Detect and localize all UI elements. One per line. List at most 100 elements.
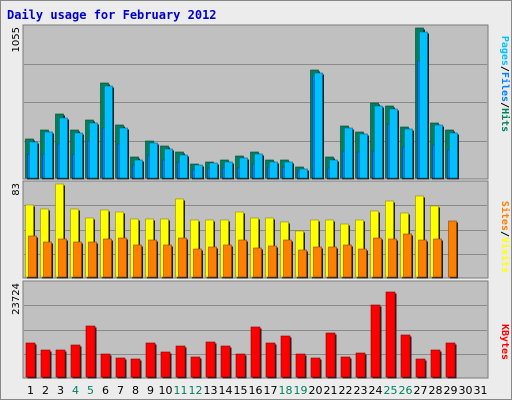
legend-part: Sites (499, 201, 511, 231)
pages-bar (419, 31, 428, 179)
pages-bar (29, 141, 38, 179)
sites-bar (208, 246, 217, 278)
pages-bar (404, 128, 413, 179)
x-tick-label: 2 (42, 384, 49, 397)
sites-bar (313, 246, 322, 278)
kbytes-bar (355, 352, 366, 378)
kbytes-bar (100, 353, 111, 378)
x-tick-label: 29 (444, 384, 458, 397)
kbytes-bar (280, 335, 291, 378)
kbytes-bar (265, 342, 276, 378)
legend-kbytes: KBytes (499, 324, 510, 360)
x-tick-label: 10 (159, 384, 173, 397)
pages-bar (314, 72, 323, 179)
x-tick-label: 14 (219, 384, 233, 397)
x-tick-label: 16 (249, 384, 263, 397)
x-tick-label: 31 (474, 384, 488, 397)
kbytes-bar (175, 345, 186, 378)
sites-bar (433, 238, 442, 278)
legend-part: Files (499, 72, 511, 102)
sites-bar (178, 237, 187, 278)
sites-bar (448, 220, 457, 278)
kbytes-bar (250, 326, 261, 378)
pages-bar (359, 133, 368, 179)
x-tick-label: 21 (324, 384, 338, 397)
pages-bar (104, 85, 113, 179)
pages-bar (284, 161, 293, 179)
ymax-label: 83 (11, 183, 22, 196)
pages-bar (344, 127, 353, 179)
legend-part: Visits (499, 237, 511, 273)
x-tick-label: 28 (429, 384, 443, 397)
ymax-label: 1055 (11, 27, 22, 52)
sites-bar (268, 245, 277, 278)
kbytes-bar (70, 344, 81, 378)
sites-bar (163, 244, 172, 278)
x-tick-label: 11 (174, 384, 188, 397)
kbytes-bar (130, 358, 141, 378)
kbytes-bar (445, 342, 456, 378)
chart-title: Daily usage for February 2012 (7, 8, 217, 22)
kbytes-bar (190, 356, 201, 378)
kbytes-bar (25, 342, 36, 378)
pages-bar (434, 124, 443, 179)
x-tick-label: 25 (384, 384, 398, 397)
sites-bar (253, 247, 262, 278)
x-tick-label: 19 (294, 384, 308, 397)
sites-bar (328, 246, 337, 278)
ymax-label: 23724 (11, 283, 22, 315)
sites-bar (148, 239, 157, 278)
pages-bar (89, 122, 98, 179)
kbytes-bar (415, 358, 426, 378)
sites-bar (358, 248, 367, 278)
x-tick-label: 8 (132, 384, 139, 397)
x-tick-label: 3 (57, 384, 64, 397)
pages-bar (44, 131, 53, 179)
kbytes-bar (385, 291, 396, 378)
legend-part: Hits (499, 108, 511, 132)
kbytes-bar (340, 356, 351, 378)
sites-bar (238, 239, 247, 278)
sites-bar (133, 244, 142, 278)
legend-part: Pages (499, 36, 510, 66)
sites-bar (73, 241, 82, 278)
kbytes-bar (235, 353, 246, 378)
kbytes-bar (400, 334, 411, 378)
x-tick-label: 30 (459, 384, 473, 397)
pages-bar (194, 164, 203, 179)
x-tick-label: 15 (234, 384, 248, 397)
pages-bar (299, 168, 308, 179)
kbytes-bar (430, 349, 441, 378)
sites-bar (28, 235, 37, 278)
sites-bar (283, 239, 292, 278)
x-tick-label: 26 (399, 384, 413, 397)
x-tick-label: 18 (279, 384, 293, 397)
legend-hits-files-pages: Pages/Files/Hits (499, 36, 511, 132)
pages-bar (449, 132, 458, 179)
sites-bar (298, 249, 307, 278)
x-tick-label: 6 (102, 384, 109, 397)
sites-bar (388, 238, 397, 278)
kbytes-bar (145, 342, 156, 378)
pages-bar (224, 161, 233, 179)
panel-kbytes: 23724 (11, 280, 489, 379)
x-tick-label: 13 (204, 384, 218, 397)
kbytes-bar (205, 341, 216, 378)
sites-bar (403, 233, 412, 278)
pages-bar (179, 154, 188, 179)
pages-bar (389, 108, 398, 179)
kbytes-bar (85, 325, 96, 378)
kbytes-bar (325, 332, 336, 378)
pages-bar (209, 162, 218, 179)
sites-bar (193, 248, 202, 278)
pages-bar (134, 159, 143, 179)
x-tick-label: 12 (189, 384, 203, 397)
legend-part: KBytes (499, 324, 510, 360)
pages-bar (239, 157, 248, 179)
kbytes-bar (220, 345, 231, 378)
x-tick-label: 9 (147, 384, 154, 397)
pages-bar (59, 117, 68, 179)
sites-bar (223, 244, 232, 278)
bars-visits-sites (25, 183, 458, 279)
